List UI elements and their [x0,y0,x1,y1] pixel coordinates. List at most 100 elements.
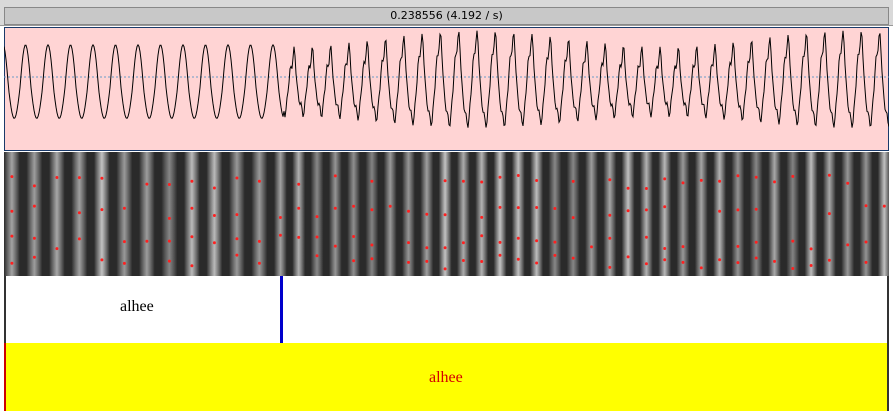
glottal-pulse [640,152,653,276]
glottal-pulse [310,152,324,276]
formant-dot [167,183,171,186]
formant-dot [257,179,261,183]
formant-dot [498,240,502,244]
formant-dot [257,239,261,243]
formant-dot [590,245,593,249]
glottal-pulse [786,152,800,276]
formant-dot [32,236,36,240]
formant-dot [145,239,149,243]
boundary[interactable] [280,276,283,343]
glottal-pulse [328,152,342,276]
glottal-pulse [184,152,200,276]
formant-dot [425,212,429,216]
formant-dot [736,208,740,212]
glottal-pulse [292,152,306,276]
glottal-pulse [548,152,562,276]
formant-dot [55,176,59,179]
formant-dot [297,182,301,186]
formant-dot [736,174,740,178]
formant-dot [498,205,502,209]
glottal-pulse [457,152,470,276]
formant-dot [498,175,502,179]
formant-dot [167,259,171,263]
formant-dot [443,213,447,217]
formant-dot [516,236,520,240]
formant-dot [77,211,81,215]
formant-dot [32,184,36,188]
formant-dot [407,209,410,213]
formant-dot [571,179,575,183]
formant-dot [212,241,216,245]
formant-dot [55,247,59,251]
interval-label[interactable]: alhee [429,369,463,386]
formant-dot [608,213,612,217]
formant-dot [461,241,465,245]
glottal-pulse [274,152,287,276]
glottal-pulse [530,152,544,276]
formant-dot [10,261,14,265]
glottal-pulse [585,152,598,276]
formant-dot [370,179,374,183]
formant-dot [257,261,261,265]
formant-dot [791,239,795,243]
glottal-pulse [694,152,708,276]
formant-dot [190,206,194,210]
formant-dot [167,216,171,220]
formant-dot [736,244,740,248]
formant-dot [190,235,194,239]
formant-dot [32,255,36,259]
formant-dot [809,264,813,267]
formant-dot [315,235,319,239]
glottal-pulse [511,152,525,276]
formant-dot [480,260,484,263]
glottal-pulse [94,152,110,276]
tier-1[interactable]: alhee [4,276,889,343]
formant-dot [407,241,410,245]
formant-dot [681,245,685,249]
formant-dot [100,176,104,180]
formant-dot [77,176,81,180]
formant-dot [278,216,282,219]
formant-dot [190,264,194,268]
formant-dot [736,261,740,265]
tier-2[interactable]: alhee [4,343,889,411]
formant-dot [663,177,667,181]
selection-duration[interactable]: 0.238556 (4.192 / s) [4,7,889,25]
formant-dot [608,265,612,269]
formant-dot [235,213,239,217]
glottal-pulse [749,152,763,276]
formant-dot [480,234,484,238]
formant-dot [235,176,239,180]
formant-dot [553,240,557,244]
formant-dot [553,253,557,257]
formant-dot [773,180,776,184]
formant-dot [425,259,429,263]
formant-dot [791,174,795,178]
formant-dot [370,208,374,212]
waveform-trace [4,30,889,128]
glottal-pulse [206,152,223,276]
formant-dot [571,216,575,220]
interval-label[interactable]: alhee [120,298,154,315]
formant-dot [212,186,216,190]
formant-dot [315,215,319,219]
glottal-pulse [658,152,672,276]
formant-dot [754,256,758,260]
tier-edge [4,276,6,343]
formant-dot [352,259,356,263]
glottal-pulse [731,152,745,276]
formant-dot [297,235,301,239]
formant-dot [791,267,795,270]
formant-dot [571,256,575,260]
formant-dot [388,204,392,208]
formant-dot [626,209,630,213]
glottal-pulse [4,152,20,276]
formant-dot [754,175,758,179]
spectrogram [4,152,889,276]
glottal-pulse [383,152,397,276]
formant-dot [864,204,868,208]
formant-dot [827,212,831,216]
formant-dot [608,236,612,240]
formant-dot [718,258,722,262]
formant-dot [32,204,36,208]
